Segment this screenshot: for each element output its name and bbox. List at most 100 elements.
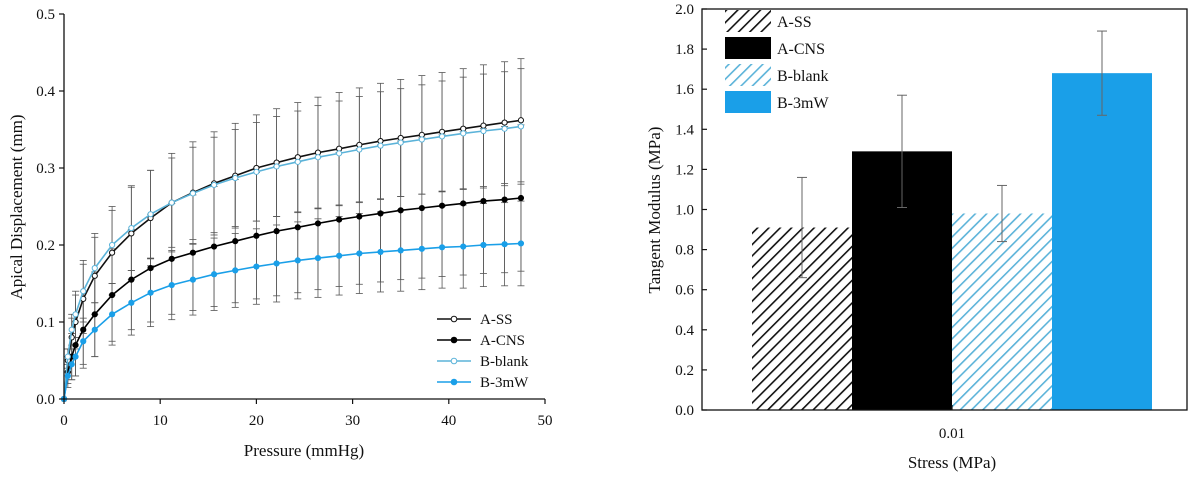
data-point [72, 311, 79, 318]
legend-marker [450, 315, 458, 323]
data-point [377, 210, 384, 217]
data-point [438, 133, 446, 140]
bar-b-3mw [1052, 73, 1152, 410]
data-point [189, 249, 197, 256]
data-point [64, 372, 71, 379]
data-point [80, 338, 87, 345]
legend-label: A-CNS [777, 41, 825, 58]
x-tick-label: 30 [345, 413, 360, 429]
data-point [336, 216, 343, 223]
data-point [356, 213, 363, 220]
right-legend: A-SS A-CNS B-blank B-3mW [725, 10, 829, 113]
data-point [480, 198, 487, 205]
data-point [397, 139, 404, 146]
legend-marker [450, 336, 458, 344]
data-point [314, 154, 322, 161]
data-point [109, 311, 116, 318]
left-y-axis-label: Apical Displacement (mm) [7, 114, 26, 299]
series-line-a-ss [63, 119, 522, 400]
legend-label: B-blank [480, 354, 529, 370]
data-point [418, 136, 425, 143]
data-point [336, 252, 343, 259]
data-point [294, 257, 301, 264]
displacement-line-chart: 0 10 20 30 40 50 0.0 0.1 0.2 0.3 0.4 0.5 Pressure (… [7, 7, 553, 460]
data-point [356, 250, 363, 257]
data-point [128, 230, 135, 237]
series-lines-layer [60, 117, 525, 403]
left-axes [63, 14, 545, 400]
data-point [438, 244, 446, 251]
data-point [128, 276, 135, 283]
legend-label: A-SS [777, 14, 812, 31]
data-point [517, 194, 525, 202]
data-point [460, 200, 467, 207]
data-point [501, 196, 508, 203]
y-tick-label: 0.3 [36, 161, 55, 177]
legend-label: A-CNS [480, 333, 525, 349]
data-point [68, 326, 75, 333]
data-point [273, 163, 280, 170]
legend-label: B-3mW [480, 375, 529, 391]
y-tick-label: 0.2 [675, 363, 694, 379]
y-tick-label: 0.4 [675, 323, 694, 339]
data-point [232, 238, 239, 245]
x-tick-label: 40 [441, 413, 456, 429]
bar-b-blank [952, 213, 1052, 410]
data-point [189, 190, 197, 197]
data-point [168, 255, 175, 262]
data-point [147, 265, 154, 272]
data-point [72, 353, 79, 360]
data-point [273, 228, 280, 235]
left-legend: A-SS A-CNS B-blank B-3mW [437, 312, 529, 391]
data-point [91, 272, 98, 279]
data-point [147, 211, 154, 218]
y-tick-label: 1.6 [675, 82, 694, 98]
x-tick-label: 20 [249, 413, 264, 429]
y-tick-label: 0.4 [36, 84, 55, 100]
data-point [109, 249, 116, 256]
data-point [91, 311, 98, 318]
data-point [210, 271, 218, 278]
data-point [418, 204, 425, 212]
legend-swatch [725, 64, 771, 86]
data-point [517, 240, 525, 247]
data-point [232, 174, 239, 182]
data-point [294, 224, 301, 231]
right-x-axis-label: Stress (MPa) [908, 453, 996, 472]
data-point [273, 260, 280, 267]
data-point [147, 289, 154, 296]
y-tick-label: 0.0 [675, 403, 694, 419]
data-point [80, 326, 87, 333]
x-tick-label: 50 [538, 413, 553, 429]
y-tick-label: 0.1 [36, 315, 55, 331]
data-point [253, 263, 260, 270]
legend-marker [450, 378, 458, 386]
data-point [109, 291, 116, 299]
y-tick-label: 0.2 [36, 238, 55, 254]
data-point [377, 142, 384, 149]
data-point [418, 245, 425, 252]
legend-label: A-SS [480, 312, 513, 328]
data-point [294, 158, 301, 165]
data-point [189, 276, 197, 283]
data-point [480, 241, 487, 249]
right-y-axis-label: Tangent Modulus (MPa) [645, 127, 664, 294]
data-point [336, 150, 343, 157]
data-point [253, 232, 260, 239]
data-point [168, 199, 175, 206]
data-point [68, 361, 75, 368]
y-tick-label: 1.4 [675, 122, 694, 138]
y-tick-label: 1.8 [675, 42, 694, 58]
left-x-axis-label: Pressure (mmHg) [244, 441, 364, 460]
y-tick-label: 0.0 [36, 392, 55, 408]
data-point [356, 146, 363, 153]
data-point [460, 130, 467, 137]
legend-swatch [725, 10, 771, 32]
data-point [377, 248, 384, 256]
data-point [480, 122, 487, 129]
y-tick-label: 2.0 [675, 2, 694, 18]
y-tick-label: 0.5 [36, 7, 55, 23]
y-tick-label: 0.8 [675, 243, 694, 259]
data-point [232, 267, 239, 274]
